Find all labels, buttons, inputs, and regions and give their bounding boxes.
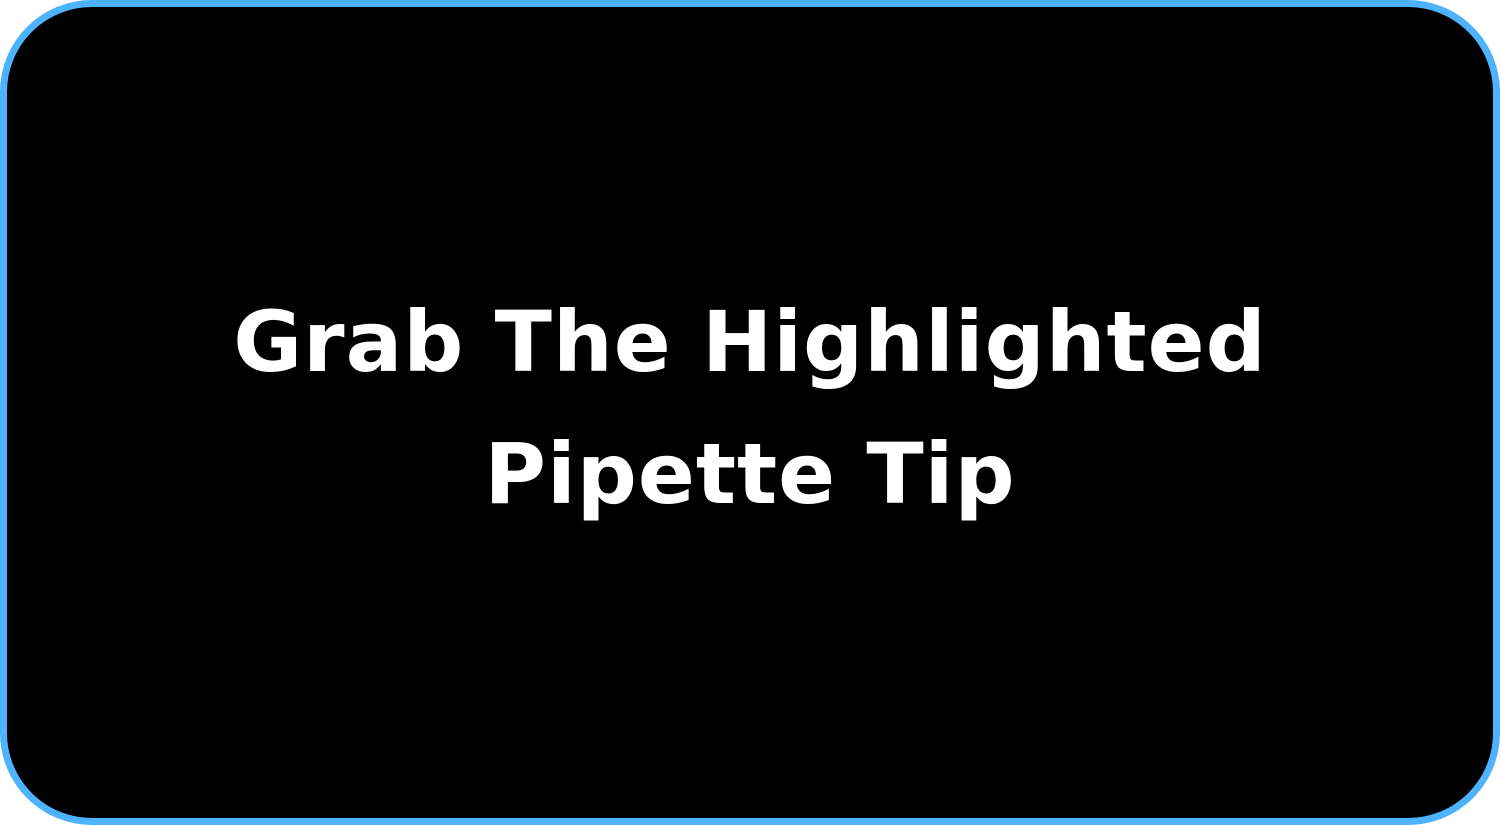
instruction-text: Grab The Highlighted Pipette Tip	[233, 292, 1267, 523]
